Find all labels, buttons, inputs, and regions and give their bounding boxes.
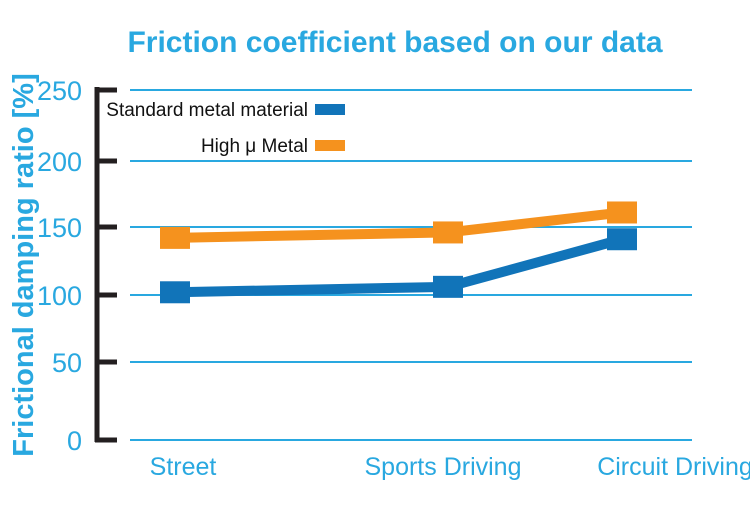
x-tick-label: Street <box>150 453 217 481</box>
y-tick-label: 100 <box>37 281 82 311</box>
y-tick-label: 50 <box>52 348 82 378</box>
data-point <box>433 221 463 244</box>
series-line <box>174 207 623 243</box>
data-point <box>607 201 637 224</box>
legend-swatch <box>315 104 345 115</box>
x-tick-label: Sports Driving <box>365 453 522 481</box>
data-point <box>433 275 463 298</box>
legend-label: Standard metal material <box>106 100 308 121</box>
y-tick-label: 250 <box>37 76 82 106</box>
data-point <box>160 281 190 304</box>
legend-swatch <box>315 140 345 151</box>
series-line <box>174 234 624 298</box>
y-tick-label: 200 <box>37 147 82 177</box>
y-axis-label: Frictional damping ratio [%] <box>8 73 40 456</box>
x-tick-label: Circuit Driving <box>597 453 750 481</box>
y-tick-label: 150 <box>37 213 82 243</box>
legend-label: High μ Metal <box>201 136 308 157</box>
data-point <box>607 228 637 251</box>
y-tick-label: 0 <box>67 426 82 456</box>
chart-title: Friction coefficient based on our data <box>127 26 662 59</box>
data-point <box>160 226 190 249</box>
